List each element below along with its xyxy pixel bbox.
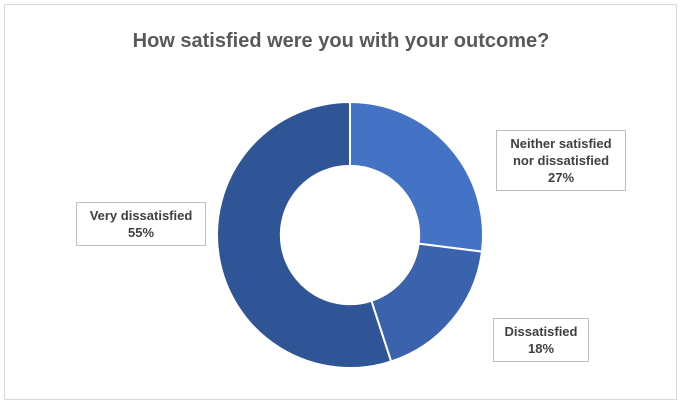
label-line-1: Very dissatisfied [89,208,193,223]
label-line-2: nor dissatisfied [512,153,610,168]
data-label-dissatisfied: Dissatisfied 18% [493,318,589,362]
label-line-1: Dissatisfied [504,324,578,339]
label-value: 27% [547,170,575,185]
label-value: 55% [127,225,155,240]
label-value: 18% [527,341,555,356]
data-label-neither: Neither satisfied nor dissatisfied 27% [496,130,626,191]
chart-title: How satisfied were you with your outcome… [132,30,550,52]
label-line-1: Neither satisfied [510,136,612,151]
donut-slice-0 [349,100,484,253]
donut-slice-2 [216,100,393,369]
data-label-very-dissatisfied: Very dissatisfied 55% [76,202,206,246]
donut-slice-1 [370,242,484,363]
